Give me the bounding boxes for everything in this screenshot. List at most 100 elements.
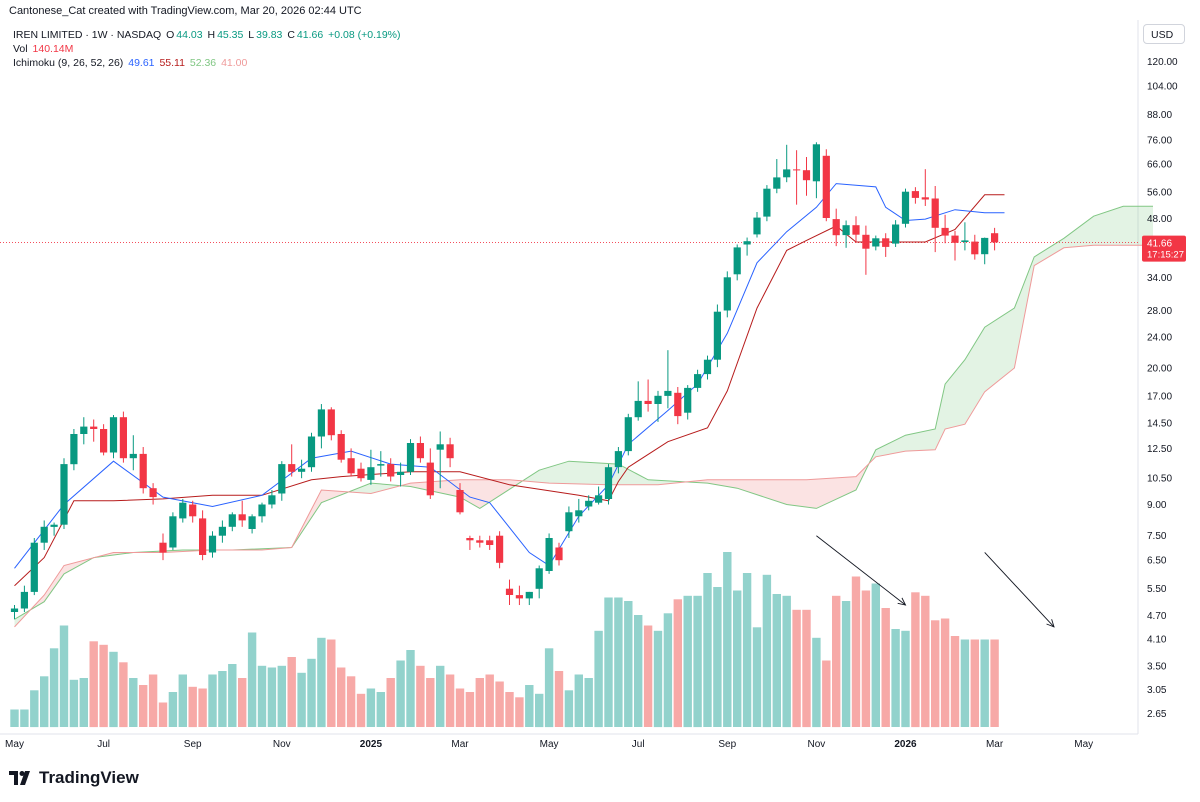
- low-label: L: [248, 29, 255, 41]
- candle-body: [515, 595, 523, 599]
- volume-bar: [980, 639, 989, 727]
- time-tick-label: Jul: [97, 739, 110, 750]
- candle-body: [377, 464, 385, 466]
- candle-body: [505, 588, 514, 595]
- volume-bar: [881, 608, 890, 727]
- volume-bar: [30, 690, 39, 728]
- volume-bar: [921, 595, 930, 728]
- price-tick-label: 10.50: [1147, 474, 1172, 485]
- candle-body: [743, 241, 751, 245]
- price-tick-label: 3.50: [1147, 662, 1167, 673]
- volume-bar: [198, 688, 207, 727]
- candle-body: [694, 374, 702, 388]
- volume-bar: [564, 690, 574, 728]
- volume-bar: [69, 679, 79, 728]
- volume-bar: [554, 671, 564, 727]
- price-tick-label: 6.50: [1147, 556, 1167, 567]
- volume-bar: [129, 678, 138, 727]
- time-tick-label: May: [1074, 739, 1093, 750]
- created-by-note: Cantonese_Cat created with TradingView.c…: [9, 5, 362, 17]
- candle-body: [981, 237, 989, 255]
- volume-bar: [594, 630, 603, 728]
- symbol-name[interactable]: IREN LIMITED · 1W · NASDAQ: [13, 29, 162, 41]
- candle-body: [614, 451, 622, 468]
- trend-arrow: [816, 535, 906, 606]
- volume-bar: [693, 595, 702, 728]
- tradingview-logo-icon: [9, 771, 30, 785]
- trend-arrow-head: [897, 597, 907, 606]
- volume-bar: [49, 648, 59, 728]
- candle-body: [971, 241, 979, 255]
- candle-body: [793, 169, 801, 171]
- price-tick-label: 12.50: [1147, 444, 1172, 455]
- volume-bar: [772, 594, 781, 727]
- volume-bar: [970, 639, 979, 727]
- volume-bar: [733, 590, 742, 727]
- ichimoku-label: Ichimoku (9, 26, 52, 26): [13, 57, 124, 69]
- open-value: 44.03: [176, 29, 203, 41]
- volume-bar: [604, 597, 613, 727]
- volume-bar: [861, 590, 871, 727]
- candle-body: [733, 247, 741, 275]
- candle-body: [882, 238, 890, 247]
- volume-bar: [109, 651, 118, 728]
- candle-body: [100, 429, 108, 453]
- candle-body: [575, 510, 583, 517]
- currency-button[interactable]: USD: [1143, 24, 1185, 44]
- candle-body: [189, 504, 197, 517]
- candle-body: [20, 591, 28, 609]
- price-tick-label: 17.00: [1147, 391, 1172, 402]
- price-tick-label: 34.00: [1147, 273, 1172, 284]
- symbol-row[interactable]: IREN LIMITED · 1W · NASDAQ O 44.03 H 45.35…: [13, 28, 403, 42]
- brand-name: TradingView: [39, 768, 139, 787]
- volume-bar: [812, 637, 821, 728]
- candle-body: [545, 538, 553, 571]
- candle-body: [119, 417, 127, 459]
- kijun-value: 55.11: [159, 57, 185, 69]
- volume-bar: [742, 573, 752, 727]
- candle-body: [70, 434, 78, 465]
- volume-bar: [148, 674, 158, 727]
- volume-bar: [445, 674, 455, 727]
- volume-bar: [584, 678, 593, 727]
- candle-body: [337, 434, 345, 460]
- volume-bar: [643, 625, 653, 727]
- volume-row[interactable]: Vol 140.14M: [13, 42, 403, 56]
- candle-body: [644, 400, 652, 404]
- high-label: H: [207, 29, 216, 41]
- volume-bar: [416, 665, 425, 727]
- candle-body: [664, 390, 672, 396]
- volume-bar: [653, 630, 663, 728]
- candle-body: [327, 409, 335, 436]
- price-tick-label: 3.05: [1147, 685, 1167, 696]
- volume-bar: [574, 674, 583, 727]
- volume-bar: [10, 709, 19, 727]
- ichimoku-row[interactable]: Ichimoku (9, 26, 52, 26) 49.61 55.11 52.…: [13, 56, 403, 70]
- last-price-label: 41.66: [1147, 239, 1172, 250]
- tenkan-value: 49.61: [128, 57, 155, 69]
- volume-bar: [782, 595, 791, 728]
- candle-body: [496, 535, 504, 563]
- candle-body: [238, 514, 246, 521]
- price-tick-label: 28.00: [1147, 306, 1172, 317]
- candle-body: [199, 518, 207, 555]
- volume-bar: [228, 664, 237, 727]
- trend-arrow-head: [1046, 619, 1055, 628]
- volume-bar: [465, 692, 475, 727]
- time-tick-label: Sep: [184, 739, 202, 750]
- candle-body: [951, 235, 959, 243]
- candle-body: [298, 468, 306, 472]
- candle-body: [961, 240, 969, 242]
- candle-body: [535, 568, 543, 589]
- volume-bar: [356, 693, 366, 728]
- volume-bar: [911, 592, 920, 728]
- candle-body: [406, 443, 415, 472]
- volume-bar: [505, 692, 514, 727]
- candle-body: [842, 225, 850, 236]
- volume-bar: [960, 639, 970, 727]
- senkou-span-a-line: [14, 205, 1153, 620]
- time-tick-label: Nov: [808, 739, 826, 750]
- candle-body: [783, 169, 791, 178]
- volume-bar: [277, 665, 286, 727]
